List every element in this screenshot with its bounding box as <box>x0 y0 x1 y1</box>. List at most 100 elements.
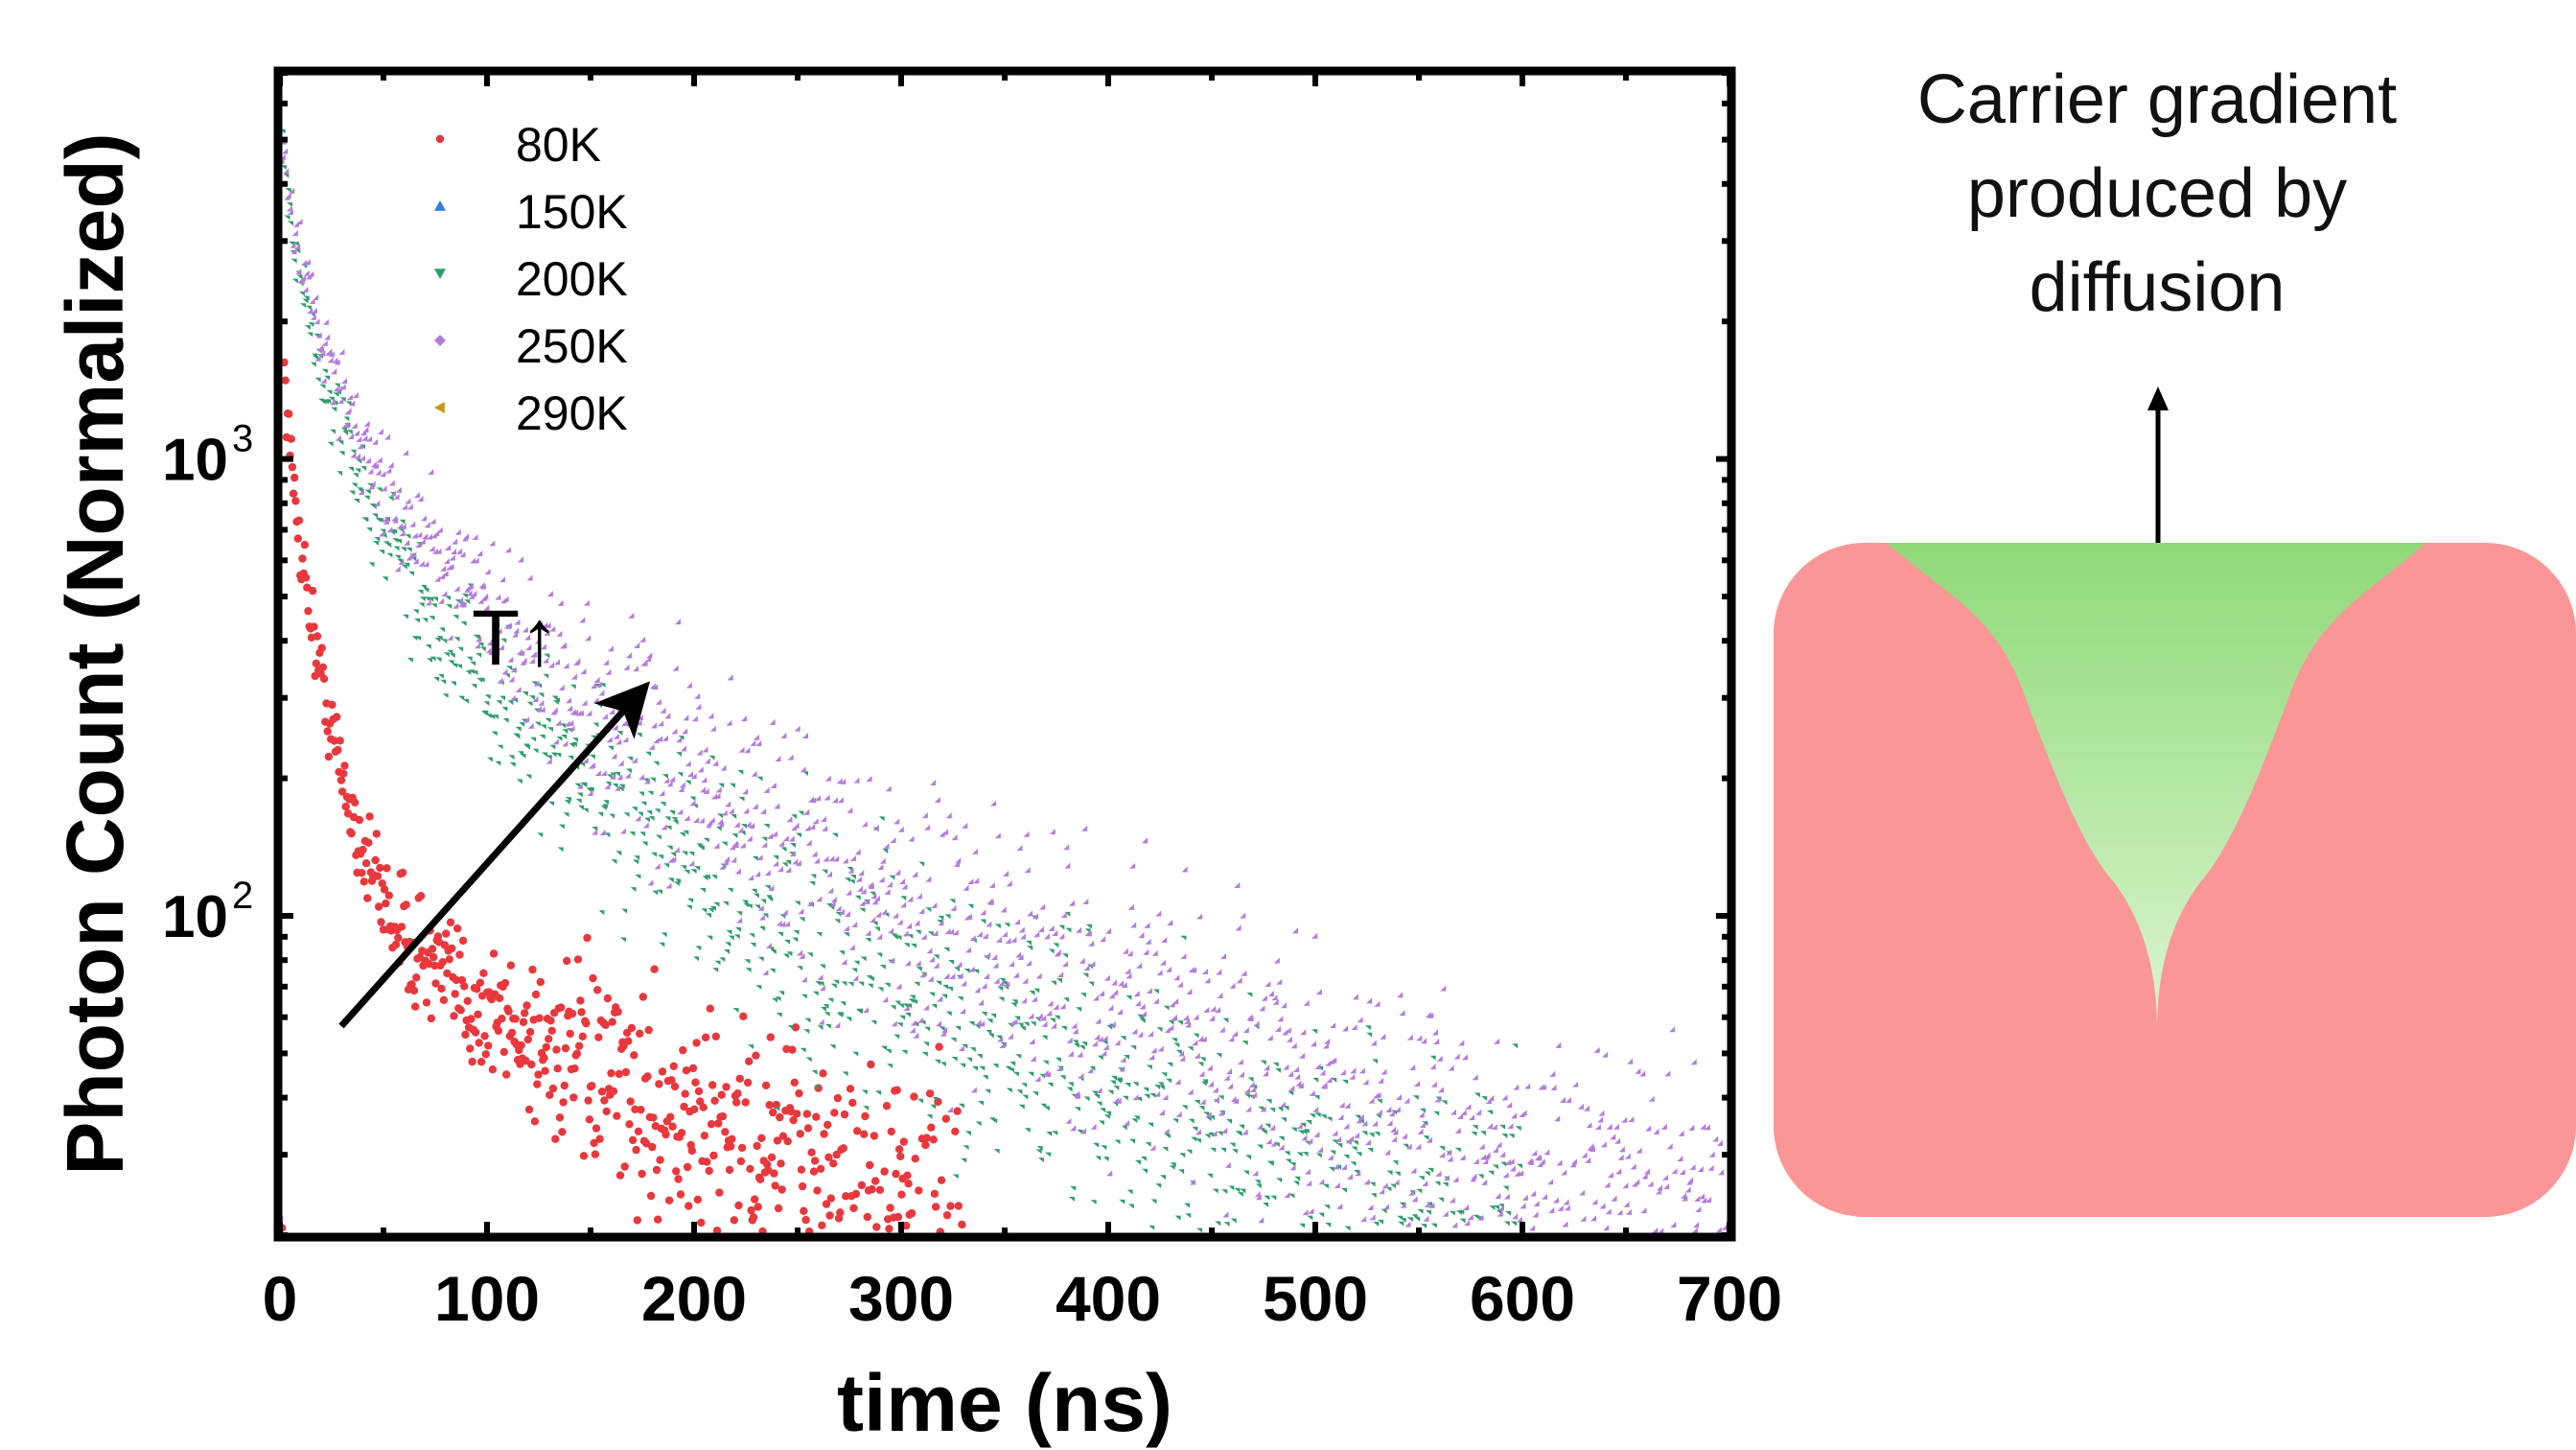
data-point <box>391 529 398 534</box>
data-point <box>467 1015 476 1023</box>
data-point <box>516 779 522 784</box>
data-point <box>445 596 452 601</box>
data-point <box>954 1202 963 1210</box>
data-point <box>326 389 333 395</box>
data-point <box>615 1069 623 1079</box>
data-point <box>438 958 447 967</box>
data-point <box>428 945 437 953</box>
data-point <box>507 1028 517 1038</box>
data-point <box>851 1189 861 1199</box>
data-point <box>582 807 589 813</box>
data-point <box>595 1134 604 1143</box>
data-point <box>776 1112 784 1122</box>
data-point <box>310 622 318 631</box>
data-point <box>739 1012 748 1021</box>
data-point <box>480 1032 489 1041</box>
data-point <box>313 632 322 641</box>
data-point <box>558 1128 567 1136</box>
data-point <box>422 998 431 1007</box>
data-point <box>385 543 392 548</box>
data-point <box>584 1096 592 1105</box>
data-point <box>428 596 434 602</box>
data-point <box>734 927 741 932</box>
data-point <box>452 663 458 668</box>
data-point <box>573 955 583 964</box>
data-point <box>663 863 670 869</box>
data-point <box>443 969 452 978</box>
data-point <box>589 754 595 760</box>
data-point <box>609 1087 618 1096</box>
data-point <box>494 1026 503 1036</box>
data-point <box>604 832 611 838</box>
data-point <box>294 516 304 525</box>
data-point <box>497 744 503 750</box>
data-point <box>700 888 707 893</box>
data-point <box>824 1153 833 1162</box>
data-point <box>893 1086 901 1094</box>
data-point <box>433 677 440 682</box>
data-point <box>569 743 575 748</box>
data-point <box>314 377 321 383</box>
data-point <box>712 968 719 972</box>
data-point <box>324 752 334 761</box>
data-point <box>560 1081 569 1090</box>
data-point <box>677 1129 686 1137</box>
data-point <box>820 1130 828 1138</box>
data-point <box>736 911 743 917</box>
data-point <box>765 1101 774 1110</box>
data-point <box>719 957 726 963</box>
data-point <box>882 1102 892 1111</box>
data-point <box>615 1171 625 1180</box>
data-point <box>525 774 532 780</box>
data-point <box>615 772 621 777</box>
data-point <box>328 700 337 710</box>
data-point <box>526 701 533 707</box>
data-point <box>953 1107 962 1115</box>
data-point <box>569 1093 578 1102</box>
data-point <box>632 1145 640 1155</box>
data-point <box>706 913 712 919</box>
data-point <box>718 1111 728 1121</box>
data-point <box>283 173 290 178</box>
data-point <box>540 724 546 730</box>
data-point <box>528 965 537 974</box>
data-point <box>770 949 777 955</box>
data-point <box>886 1204 894 1212</box>
data-point <box>304 607 313 616</box>
data-point <box>430 603 437 609</box>
data-point <box>717 1090 726 1099</box>
data-point <box>434 637 441 643</box>
data-point <box>709 906 716 911</box>
data-point <box>419 596 426 602</box>
data-point <box>669 810 676 815</box>
data-point <box>892 1169 900 1179</box>
data-point <box>492 714 499 720</box>
data-point <box>660 802 666 807</box>
data-point <box>690 869 697 875</box>
data-point <box>941 1114 950 1123</box>
data-point <box>767 1153 777 1162</box>
data-point <box>805 1057 812 1063</box>
data-point <box>602 1107 611 1116</box>
data-point <box>337 440 344 446</box>
data-point <box>734 1201 743 1210</box>
data-point <box>372 830 381 838</box>
data-point <box>319 384 326 389</box>
data-point <box>337 787 347 796</box>
data-point <box>288 221 294 226</box>
data-point <box>646 1191 656 1201</box>
data-point <box>935 1042 943 1051</box>
data-point <box>365 812 374 821</box>
data-point <box>812 1112 821 1121</box>
data-point <box>793 930 800 935</box>
data-point <box>786 951 793 957</box>
data-point <box>707 935 713 941</box>
data-point <box>502 718 509 723</box>
data-point <box>470 661 476 667</box>
data-point <box>411 636 418 642</box>
data-point <box>746 903 753 909</box>
data-point <box>624 1037 633 1045</box>
data-point <box>543 673 549 679</box>
data-point <box>651 852 658 857</box>
data-point <box>758 926 765 931</box>
